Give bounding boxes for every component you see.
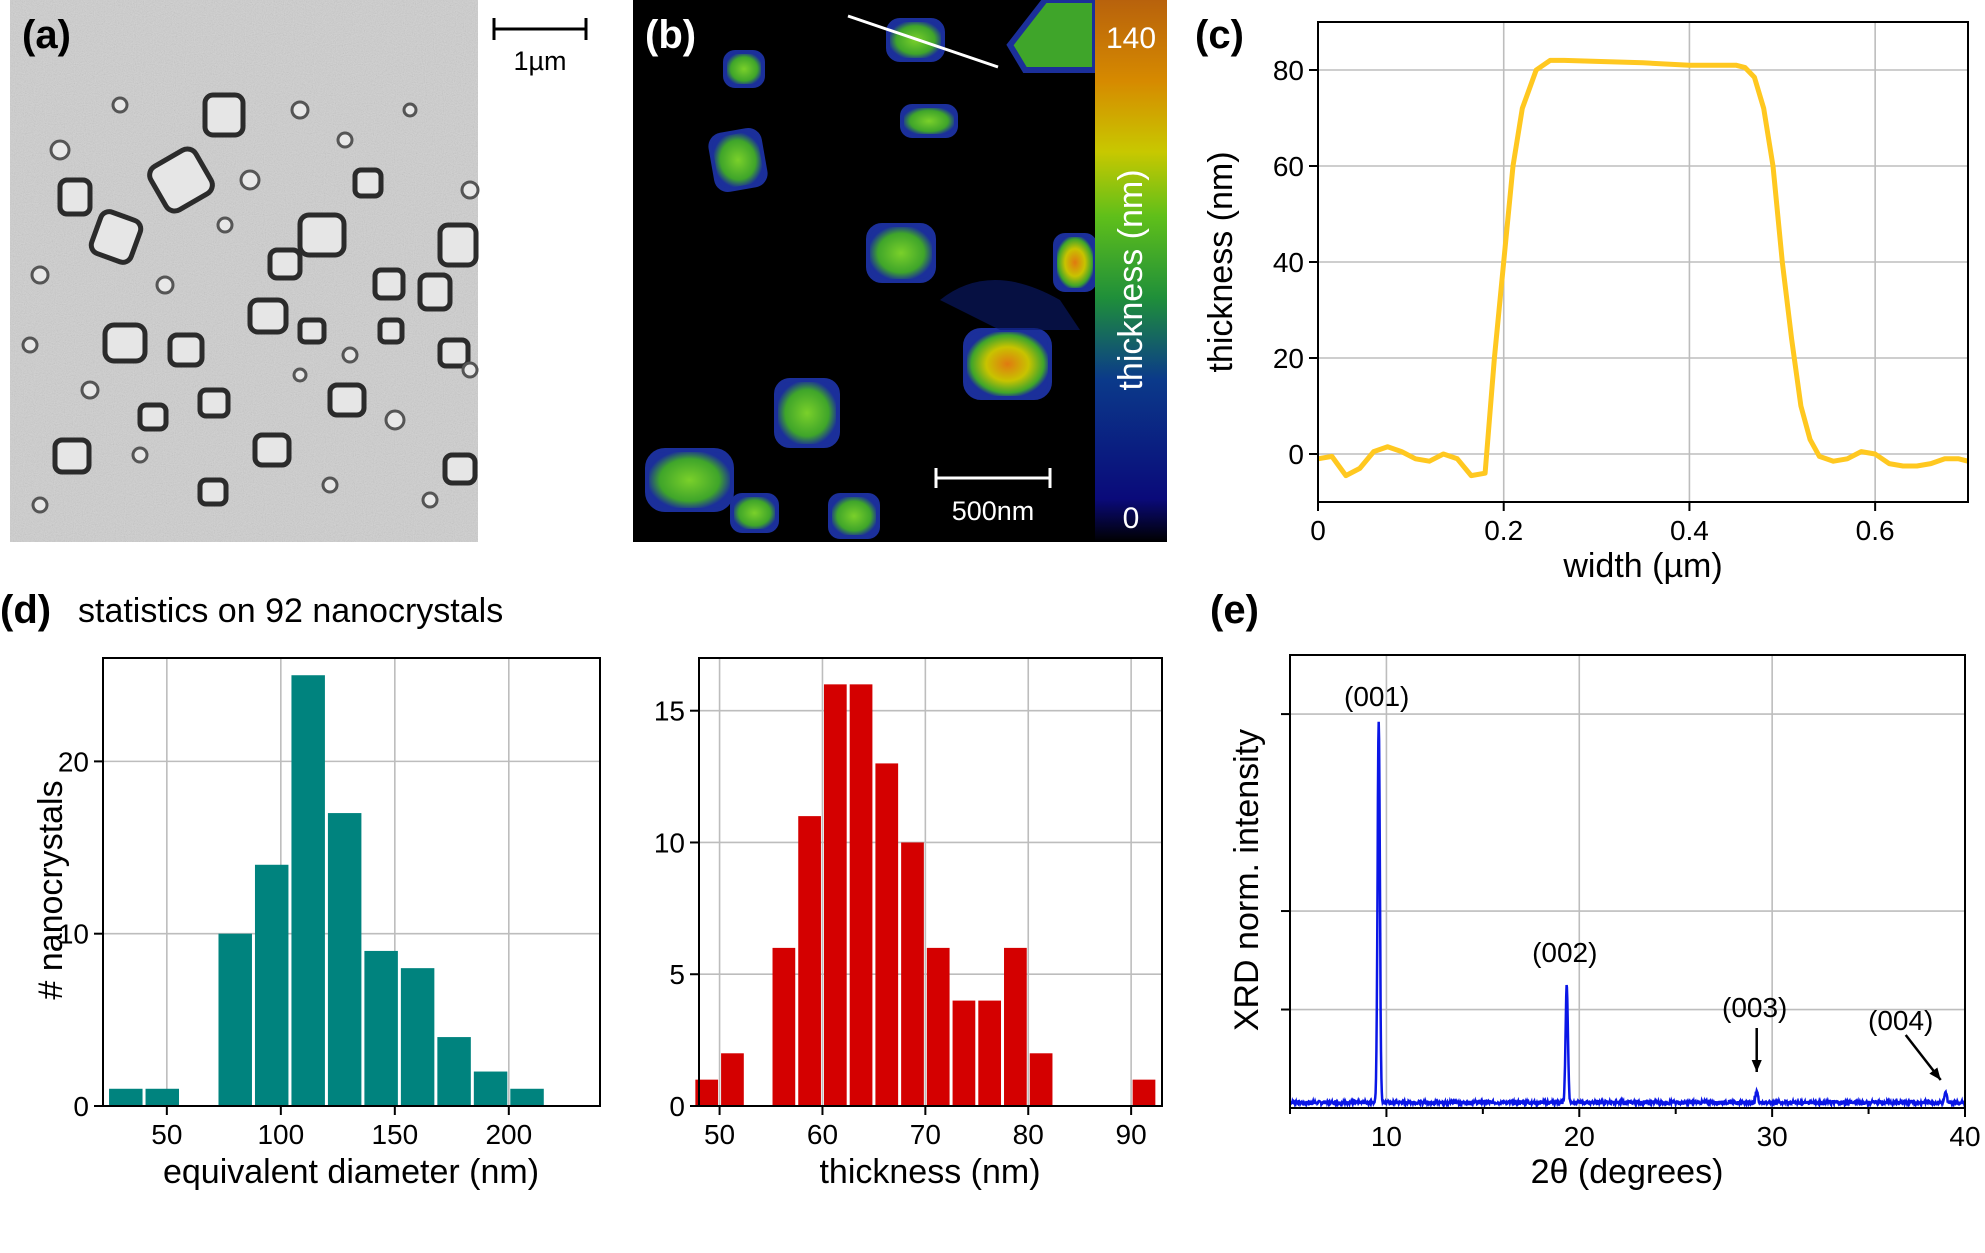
panel-e-xtick-label: 30	[1757, 1121, 1788, 1152]
panel-d2-bar	[1029, 1053, 1053, 1106]
panel-b: 140 0 thickness (nm) (b) 500nm	[633, 0, 1167, 542]
panel-d2-ytick-label: 10	[654, 827, 685, 858]
panel-d2-xtick-label: 60	[807, 1119, 838, 1150]
panel-e: (e) 10 20 30 40 (001) (002) (003) (004) 2θ (de…	[1210, 588, 1981, 1191]
panel-a: (a) 1µm	[10, 0, 588, 542]
scale-bar-b-label: 500nm	[952, 496, 1035, 526]
panel-c: (c) 0 0.2 0.4 0.6 0 20 40 60 80 width (µm) thick…	[1195, 13, 1969, 585]
xrd-peak-label: (002)	[1532, 937, 1597, 968]
panel-c-xlabel: width (µm)	[1562, 547, 1722, 585]
panel-d1-ytick-label: 20	[58, 746, 89, 777]
panel-d1-bar	[364, 950, 398, 1106]
panel-d2-bar	[978, 1000, 1002, 1106]
panel-d2-bar	[798, 816, 821, 1106]
panel-d1-bar	[400, 968, 435, 1106]
panel-c-xtick-label: 0.4	[1670, 515, 1709, 546]
xrd-arrow-004-head	[1929, 1067, 1941, 1080]
panel-d2-bar	[772, 947, 796, 1106]
panel-d2-bar	[901, 842, 924, 1106]
panel-d1-frame	[102, 657, 601, 1107]
panel-e-xtick-label: 20	[1564, 1121, 1595, 1152]
panel-d1-bar	[291, 675, 325, 1106]
panel-d2-bar	[695, 1079, 719, 1106]
panel-d1-bar	[145, 1088, 180, 1106]
panel-a-label: (a)	[22, 13, 71, 57]
panel-d2-bar	[1132, 1079, 1156, 1106]
panel-d2-bar	[1004, 947, 1027, 1106]
panel-e-label: (e)	[1210, 588, 1259, 632]
panel-d2-frame	[698, 657, 1163, 1107]
panel-e-xtick-label: 10	[1371, 1121, 1402, 1152]
panel-c-ytick-label: 0	[1288, 439, 1304, 470]
profile-line	[847, 14, 999, 69]
panel-d1-xtick-label: 200	[485, 1119, 532, 1150]
micrograph-small-particles	[21, 96, 480, 514]
panel-d1-bar	[510, 1088, 544, 1106]
colorbar-label: thickness (nm)	[1112, 169, 1150, 390]
panel-d2-ytick-label: 5	[669, 959, 685, 990]
panel-d-title: statistics on 92 nanocrystals	[78, 592, 503, 630]
micrograph-particles	[52, 92, 479, 507]
panel-d2-bar	[823, 684, 847, 1106]
panel-d1-xtick-label: 50	[151, 1119, 182, 1150]
panel-d2-ytick-label: 0	[669, 1091, 685, 1122]
panel-c-xtick-label: 0.2	[1484, 515, 1523, 546]
panel-d1-bar	[218, 933, 252, 1106]
panel-c-ytick-label: 40	[1273, 247, 1304, 278]
panel-d1-xtick-label: 150	[371, 1119, 418, 1150]
panel-e-xtick-label: 40	[1949, 1121, 1980, 1152]
panel-d2-xtick-label: 50	[704, 1119, 735, 1150]
panel-c-xtick-label: 0.6	[1856, 515, 1895, 546]
panel-d1-bar	[437, 1037, 471, 1106]
panel-e-xlabel: 2θ (degrees)	[1531, 1153, 1724, 1191]
panel-d2-xtick-label: 70	[910, 1119, 941, 1150]
panel-d2-xtick-label: 90	[1116, 1119, 1147, 1150]
panel-d2-bar	[926, 947, 950, 1106]
panel-d1-bar	[254, 864, 289, 1106]
xrd-peak-label: (001)	[1344, 681, 1409, 712]
panel-c-ytick-label: 20	[1273, 343, 1304, 374]
panel-d2: 50 60 70 80 90 0 5 10 15 thickness (nm)	[654, 657, 1163, 1191]
panel-c-ytick-label: 80	[1273, 55, 1304, 86]
panel-c-ylabel: thickness (nm)	[1202, 151, 1240, 372]
panel-e-ylabel: XRD norm. intensity	[1228, 729, 1266, 1031]
panel-d-ylabel: # nanocrystals	[32, 780, 70, 999]
panel-d2-bar	[952, 1000, 976, 1106]
panel-e-frame	[1289, 654, 1966, 1109]
panel-d2-bar	[875, 763, 899, 1106]
panel-d2-xtick-label: 80	[1013, 1119, 1044, 1150]
xrd-peak-label: (004)	[1868, 1005, 1933, 1036]
panel-b-label: (b)	[645, 13, 696, 57]
xrd-peak-label: (003)	[1722, 992, 1787, 1023]
panel-c-ytick-label: 60	[1273, 151, 1304, 182]
panel-d2-bar	[721, 1053, 744, 1106]
panel-d1-xlabel: equivalent diameter (nm)	[163, 1153, 539, 1191]
panel-d2-ytick-label: 15	[654, 696, 685, 727]
panel-c-label: (c)	[1195, 13, 1244, 57]
panel-d-label: (d)	[0, 588, 51, 632]
colorbar	[1095, 0, 1167, 542]
xrd-arrow-003-head	[1751, 1060, 1762, 1072]
afm-crystals	[645, 0, 1098, 539]
panel-d1-bar	[473, 1071, 508, 1106]
xrd-spectrum-line	[1289, 721, 1966, 1109]
panel-d1: 50 100 150 200 0 10 20 equivalent diameter (nm…	[58, 657, 601, 1191]
panel-d1-xtick-label: 100	[257, 1119, 304, 1150]
panel-c-xtick-label: 0	[1310, 515, 1326, 546]
panel-d1-ytick-label: 0	[73, 1091, 89, 1122]
panel-d2-bar	[849, 684, 873, 1106]
scale-bar-a-label: 1µm	[513, 46, 566, 76]
thickness-profile-line	[1317, 57, 1969, 479]
panel-d2-xlabel: thickness (nm)	[819, 1153, 1040, 1191]
panel-d1-bar	[109, 1088, 143, 1106]
panel-d1-bar	[327, 813, 362, 1106]
colorbar-max: 140	[1106, 22, 1156, 55]
panel-d: (d) statistics on 92 nanocrystals # nano…	[0, 588, 503, 1000]
colorbar-min: 0	[1123, 502, 1140, 535]
panel-d1-ytick-label: 10	[58, 919, 89, 950]
